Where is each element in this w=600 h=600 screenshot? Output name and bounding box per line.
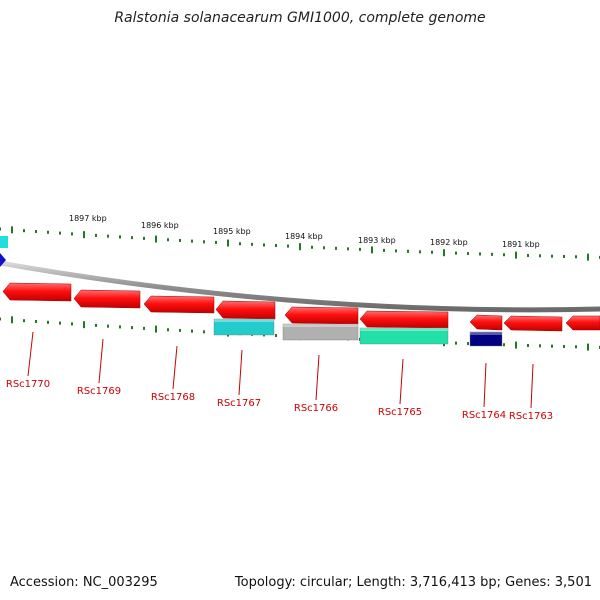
accession-text: Accession: NC_003295: [10, 575, 158, 590]
genome-backbone: [0, 260, 600, 313]
feature-cyan: [213, 318, 275, 336]
feature-teal: [359, 327, 449, 345]
gene-leader-line: [315, 354, 320, 401]
feature-navy-highlight: [470, 332, 502, 335]
gene-labels: RSc1770 RSc1769 RSc1768 RSc1767 RSc1766 RSc17…: [6, 331, 553, 422]
gene-leader-line: [27, 331, 34, 377]
partial-blue-feature: [0, 253, 6, 267]
gene-label: RSc1769: [77, 386, 121, 397]
gene-arrows: [2, 282, 600, 332]
gene-leader-line: [238, 349, 243, 396]
tick-label: 1891 kbp: [502, 240, 540, 249]
gene-label: RSc1765: [378, 407, 422, 418]
feature-grey: [282, 323, 359, 341]
gene-label: RSc1767: [217, 398, 261, 409]
other-features: [213, 318, 503, 347]
gene-arrow: [503, 315, 563, 332]
genome-summary: Topology: circular; Length: 3,716,413 bp…: [234, 575, 592, 590]
gene-arrow: [284, 306, 359, 325]
gene-arrow: [2, 282, 72, 302]
tick-label: 1892 kbp: [430, 238, 468, 247]
gene-label: RSc1768: [151, 392, 195, 403]
tick-label: 1893 kbp: [358, 236, 396, 245]
tick-marks-upper: [0, 226, 600, 261]
gene-label: RSc1763: [509, 411, 553, 422]
gene-arrow: [359, 310, 449, 329]
gene-leader-line: [172, 345, 178, 390]
gene-arrow: [143, 295, 215, 314]
feature-teal-highlight: [360, 328, 448, 331]
gene-label: RSc1770: [6, 379, 50, 390]
feature-cyan-highlight: [214, 319, 274, 322]
gene-arrow: [215, 300, 276, 320]
tick-label: 1896 kbp: [141, 221, 179, 230]
gene-leader-line: [530, 363, 534, 409]
gene-arrow: [469, 314, 503, 331]
gene-label: RSc1764: [462, 410, 506, 421]
gene-leader-line: [399, 358, 404, 405]
gene-label: RSc1766: [294, 403, 338, 414]
gene-leader-line: [483, 362, 487, 408]
tick-label: 1897 kbp: [69, 214, 107, 223]
partial-features-left: [0, 236, 8, 267]
feature-navy: [469, 331, 503, 347]
gene-leader-line: [98, 338, 104, 384]
tick-label: 1894 kbp: [285, 232, 323, 241]
gene-arrow: [73, 289, 141, 309]
feature-grey-highlight: [283, 324, 358, 327]
tick-label: 1895 kbp: [213, 227, 251, 236]
gene-arrow-partial: [565, 315, 600, 331]
map-title: Ralstonia solanacearum GMI1000, complete…: [114, 10, 486, 26]
tick-labels: 1897 kbp 1896 kbp 1895 kbp 1894 kbp 1893 kbp…: [69, 214, 540, 249]
partial-cyan-feature: [0, 236, 8, 248]
